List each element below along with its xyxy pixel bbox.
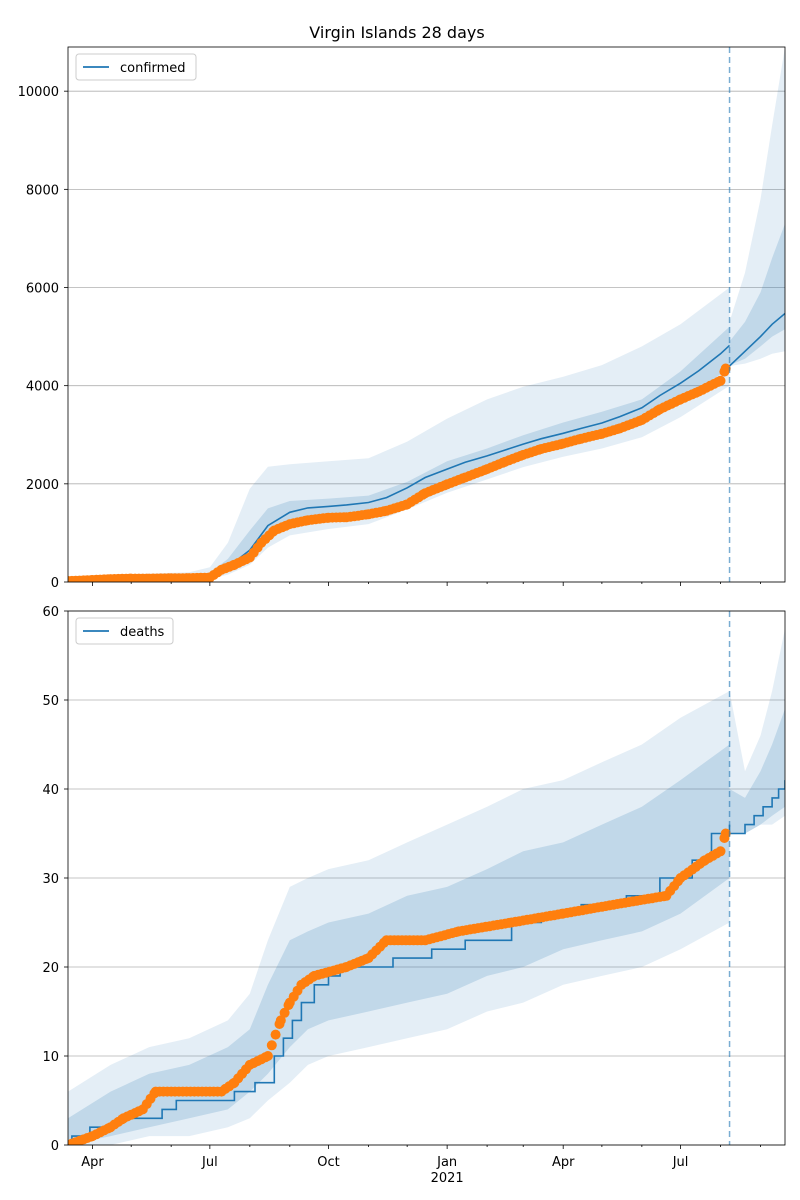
observed-point bbox=[262, 1051, 273, 1061]
x-tick-label: Apr bbox=[552, 1155, 575, 1170]
forecast-band-inner bbox=[729, 223, 785, 366]
plot-area bbox=[68, 628, 785, 1145]
observed-point bbox=[275, 1015, 286, 1026]
y-tick-label: 30 bbox=[42, 872, 59, 887]
axes-frame bbox=[67, 46, 786, 583]
axes-frame bbox=[67, 610, 786, 1146]
legend: confirmed bbox=[75, 53, 197, 81]
x-tick-label: Jan bbox=[436, 1155, 457, 1170]
observed-point bbox=[720, 363, 731, 374]
x-tick-label: Oct bbox=[317, 1155, 339, 1170]
y-tick-label: 4000 bbox=[26, 380, 59, 395]
x-tick-label: Apr bbox=[81, 1155, 104, 1170]
legend: deaths bbox=[75, 617, 174, 645]
uncertainty-band-outer bbox=[68, 691, 730, 1145]
y-tick-label: 60 bbox=[42, 605, 59, 620]
forecast-band-outer bbox=[729, 47, 785, 366]
y-tick-label: 6000 bbox=[26, 282, 59, 297]
observed-point bbox=[715, 375, 726, 386]
plot-area bbox=[68, 47, 785, 582]
legend-box bbox=[75, 53, 197, 81]
observed-point bbox=[279, 1007, 290, 1018]
forecast-band-outer bbox=[729, 628, 785, 834]
y-tick-label: 8000 bbox=[26, 183, 59, 198]
forecast-band-inner bbox=[729, 708, 785, 834]
chart-title: Virgin Islands 28 days bbox=[309, 23, 484, 42]
y-tick-label: 10000 bbox=[18, 85, 59, 100]
y-tick-label: 20 bbox=[42, 961, 59, 976]
deaths-panel: 0 10 20 30 40 50 60 Apr Jul Oct Jan Apr Jul 2021 death… bbox=[42, 605, 786, 1186]
legend-box bbox=[75, 617, 174, 645]
observed-point bbox=[266, 1040, 277, 1051]
y-tick-label: 0 bbox=[51, 1139, 59, 1154]
forecast-line bbox=[729, 780, 785, 835]
year-label: 2021 bbox=[431, 1171, 464, 1186]
x-tick-label: Jul bbox=[672, 1155, 689, 1170]
uncertainty-band-outer bbox=[68, 287, 730, 582]
y-tick-label: 2000 bbox=[26, 478, 59, 493]
observed-point bbox=[715, 846, 726, 857]
confirmed-panel: 0 2000 4000 6000 8000 10000 confirmed bbox=[18, 46, 786, 591]
observed-point bbox=[720, 828, 731, 839]
observed-point bbox=[270, 1029, 281, 1040]
y-tick-label: 0 bbox=[51, 576, 59, 591]
x-tick-label: Jul bbox=[201, 1155, 218, 1170]
forecast-line bbox=[728, 312, 785, 367]
y-tick-label: 10 bbox=[42, 1050, 59, 1065]
y-tick-label: 40 bbox=[42, 783, 59, 798]
legend-label: confirmed bbox=[120, 61, 186, 76]
legend-label: deaths bbox=[120, 625, 165, 640]
y-tick-label: 50 bbox=[42, 694, 59, 709]
